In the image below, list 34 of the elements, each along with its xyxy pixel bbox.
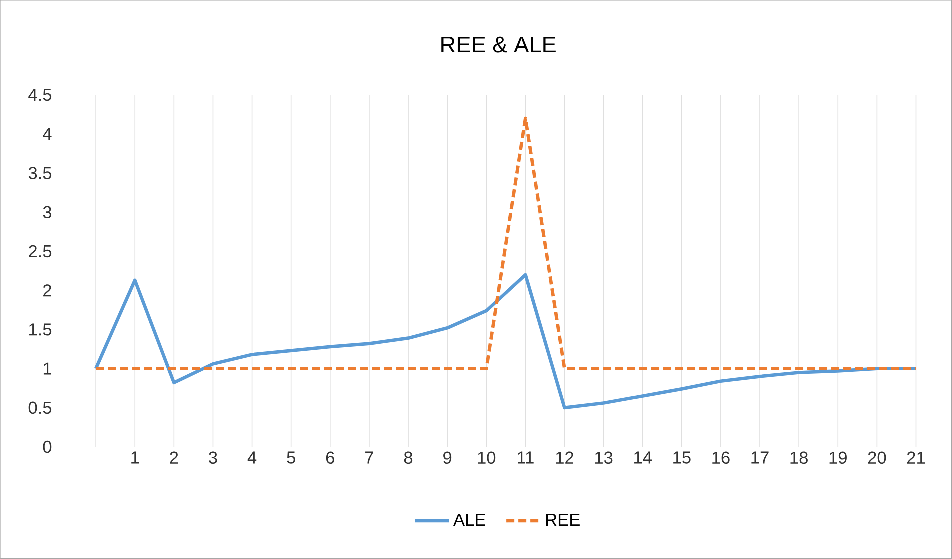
legend-label: REE [546,514,580,526]
x-tick-label: 10 [478,452,496,464]
y-tick-label: 2.5 [29,245,52,258]
x-tick-label: 14 [634,452,652,464]
x-tick-label: 17 [752,452,769,464]
x-tick-label: 11 [518,452,534,464]
x-tick-label: 9 [444,452,452,464]
x-tick-label: 1 [132,452,140,464]
y-tick-label: 3 [43,206,52,218]
x-tick-label: 5 [287,452,296,464]
y-tick-label: 4 [43,128,52,140]
y-tick-label: 0.5 [28,402,52,414]
x-tick-label: 7 [366,452,374,464]
y-tick-label: 0 [43,440,52,454]
x-tick-label: 3 [209,452,218,464]
x-tick-label: 19 [830,452,847,464]
x-tick-label: 15 [674,452,691,464]
x-tick-label: 8 [404,452,413,464]
x-tick-label: 21 [907,452,926,464]
x-tick-label: 13 [595,452,613,464]
legend-label: ALE [454,514,486,526]
y-tick-label: 4.5 [28,88,52,102]
x-tick-label: 6 [326,452,334,464]
y-tick-label: 3.5 [28,167,52,180]
y-tick-label: 1 [44,362,52,375]
chart-title: REE & ALE [442,36,556,53]
x-tick-label: 16 [712,452,730,464]
x-tick-label: 2 [170,452,178,464]
y-tick-label: 1.5 [30,324,52,336]
x-tick-label: 18 [790,452,808,464]
x-tick-label: 12 [556,452,574,464]
x-tick-label: 20 [868,452,886,464]
x-tick-label: 4 [248,452,257,464]
y-tick-label: 2 [44,284,52,297]
